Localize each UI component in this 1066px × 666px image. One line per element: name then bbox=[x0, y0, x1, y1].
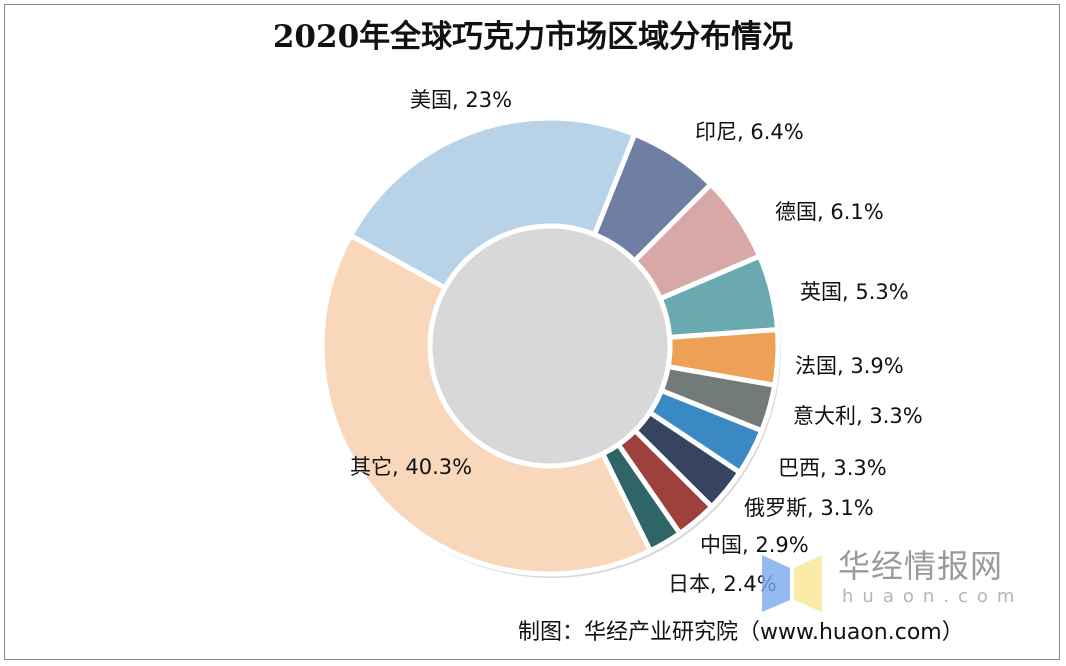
data-label-0: 美国, 23% bbox=[410, 88, 513, 112]
data-label-2: 德国, 6.1% bbox=[775, 200, 884, 224]
data-label-5: 意大利, 3.3% bbox=[793, 404, 923, 428]
donut-slice-10 bbox=[319, 232, 654, 577]
data-label-6: 巴西, 3.3% bbox=[778, 456, 887, 480]
chart-title: 2020年全球巧克力市场区域分布情况 bbox=[272, 19, 794, 55]
watermark-domain: huaon.com bbox=[842, 586, 1024, 607]
watermark-logo: 华经情报网 huaon.com bbox=[760, 550, 1040, 612]
data-label-10: 其它, 40.3% bbox=[350, 455, 473, 479]
data-label-4: 法国, 3.9% bbox=[795, 354, 904, 378]
data-label-1: 印尼, 6.4% bbox=[695, 120, 804, 144]
data-label-7: 俄罗斯, 3.1% bbox=[744, 496, 874, 520]
watermark-name: 华经情报网 bbox=[838, 547, 1004, 585]
data-label-8: 中国, 2.9% bbox=[700, 533, 809, 557]
source-note: 制图：华经产业研究院（www.huaon.com） bbox=[518, 620, 964, 645]
data-label-9: 日本, 2.4% bbox=[668, 572, 777, 596]
watermark-logo-icon bbox=[762, 555, 822, 612]
chart-border bbox=[4, 4, 1060, 660]
data-label-3: 英国, 5.3% bbox=[800, 280, 909, 304]
donut-slice-0 bbox=[347, 115, 638, 292]
